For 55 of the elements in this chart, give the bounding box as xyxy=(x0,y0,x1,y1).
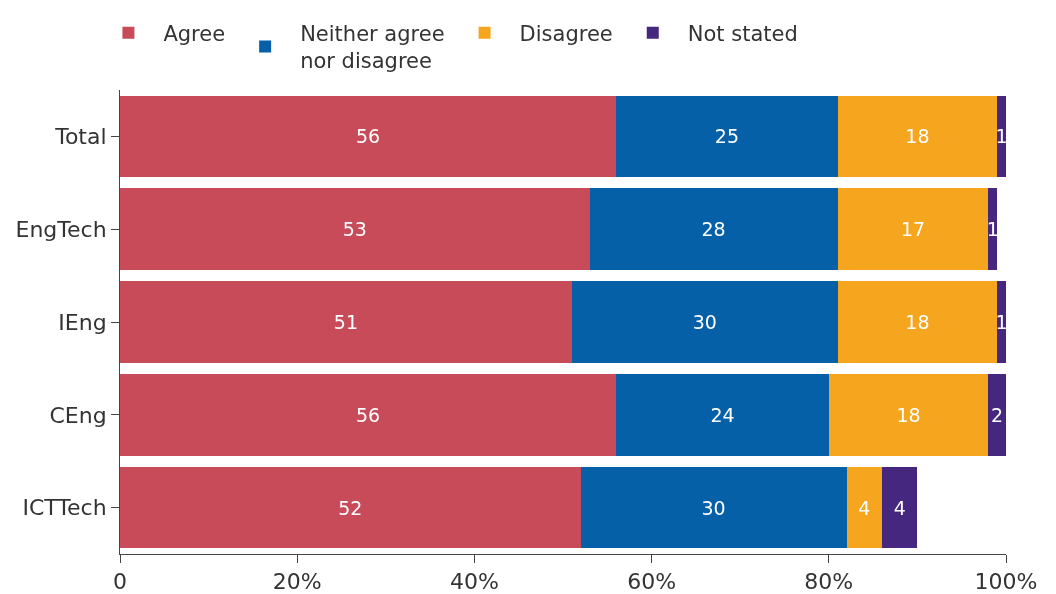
bar xyxy=(571,281,838,363)
bar xyxy=(997,281,1006,363)
y-tick-label: CEng xyxy=(49,402,107,428)
data-label: 17 xyxy=(900,218,926,241)
data-label: 53 xyxy=(342,218,367,241)
bar xyxy=(837,188,989,271)
bar xyxy=(589,188,838,271)
data-label: 18 xyxy=(905,311,930,333)
legend-label: Agree xyxy=(163,22,226,47)
legend-label: Not stated xyxy=(687,22,798,47)
data-label: 52 xyxy=(338,496,363,519)
data-label: 4 xyxy=(893,496,906,519)
data-label: 30 xyxy=(692,311,717,333)
data-label: 56 xyxy=(355,403,381,426)
x-tick-label: 60% xyxy=(627,569,677,594)
x-tick-label: 40% xyxy=(449,569,499,594)
legend-label: Disagree xyxy=(519,22,613,47)
y-tick-label: Total xyxy=(54,124,107,150)
bar xyxy=(997,95,1006,178)
legend-label: Neither agree nor disagree xyxy=(300,22,445,74)
y-tick-label: ICTTech xyxy=(22,495,107,521)
bar xyxy=(828,373,989,456)
bar xyxy=(616,95,838,178)
x-tick-label: 0 xyxy=(113,569,127,594)
y-tick-label: IEng xyxy=(58,309,107,335)
x-tick-label: 100% xyxy=(974,569,1038,594)
bar xyxy=(881,466,918,549)
data-label: 18 xyxy=(896,403,921,426)
data-label: 30 xyxy=(701,496,726,519)
x-tick-label: 80% xyxy=(804,569,854,594)
bar xyxy=(120,188,590,271)
data-label: 56 xyxy=(355,125,381,148)
data-label: 24 xyxy=(710,403,735,426)
y-tick-label: EngTech xyxy=(15,216,107,242)
data-label: 51 xyxy=(333,311,359,333)
bar xyxy=(580,466,847,549)
bar xyxy=(120,466,581,549)
data-label: 1 xyxy=(995,311,1008,333)
bar xyxy=(120,95,617,178)
x-tick-label: 20% xyxy=(272,569,322,594)
data-label: 2 xyxy=(991,403,1004,426)
bar xyxy=(988,373,1006,456)
bar xyxy=(837,281,998,363)
bar xyxy=(120,281,572,363)
data-label: 28 xyxy=(701,218,726,241)
bar xyxy=(120,373,617,456)
data-label: 25 xyxy=(714,125,739,148)
bar xyxy=(988,188,998,271)
data-label: 1 xyxy=(995,125,1008,148)
bar xyxy=(837,95,998,178)
bar xyxy=(616,373,829,456)
bar xyxy=(846,466,882,549)
data-label: 18 xyxy=(905,125,930,148)
data-label: 4 xyxy=(858,496,871,519)
data-label: 1 xyxy=(986,218,999,241)
